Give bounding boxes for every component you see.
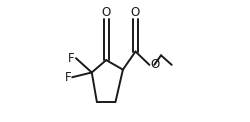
Text: O: O: [102, 6, 111, 19]
Text: O: O: [150, 58, 160, 71]
Text: F: F: [64, 71, 71, 84]
Text: O: O: [131, 6, 140, 19]
Text: F: F: [68, 52, 75, 65]
